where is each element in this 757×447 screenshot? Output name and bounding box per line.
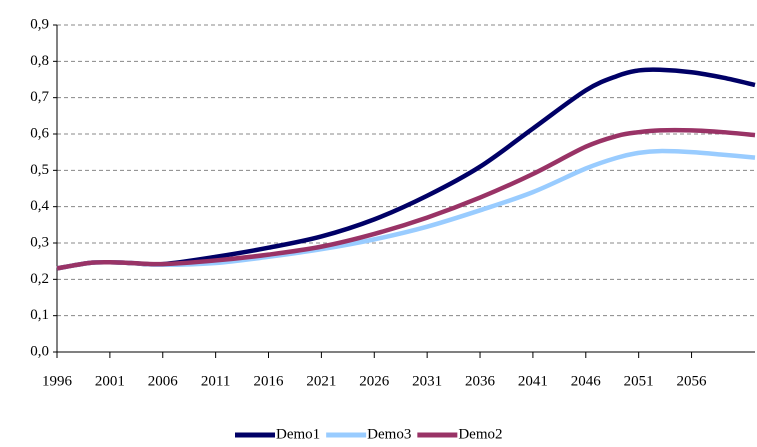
x-tick-label: 2016 <box>254 373 285 389</box>
x-tick-label: 2056 <box>677 373 708 389</box>
y-tick-label: 0,0 <box>30 343 49 359</box>
legend-label: Demo2 <box>458 426 502 442</box>
x-tick-label: 2036 <box>465 373 496 389</box>
y-tick-label: 0,3 <box>30 234 49 250</box>
x-tick-label: 2001 <box>95 373 125 389</box>
y-tick-label: 0,4 <box>30 198 49 214</box>
y-tick-label: 0,7 <box>30 89 49 105</box>
x-tick-label: 2051 <box>624 373 654 389</box>
y-tick-label: 0,8 <box>30 53 49 69</box>
x-tick-label: 1996 <box>42 373 73 389</box>
x-tick-label: 2041 <box>518 373 548 389</box>
series-line <box>56 67 756 271</box>
y-tick-label: 0,5 <box>30 162 49 178</box>
legend-label: Demo1 <box>276 426 320 442</box>
y-tick-label: 0,6 <box>30 125 49 141</box>
y-tick-label: 0,1 <box>30 307 49 323</box>
y-tick-label: 0,2 <box>30 271 49 287</box>
x-tick-label: 2021 <box>306 373 336 389</box>
x-tick-label: 2011 <box>201 373 230 389</box>
x-tick-label: 2031 <box>412 373 442 389</box>
legend-label: Demo3 <box>367 426 411 442</box>
x-tick-label: 2026 <box>359 373 390 389</box>
series-line <box>56 127 756 271</box>
series-line <box>56 148 756 271</box>
y-tick-label: 0,9 <box>30 16 49 32</box>
x-tick-label: 2006 <box>148 373 179 389</box>
x-tick-label: 2046 <box>571 373 602 389</box>
